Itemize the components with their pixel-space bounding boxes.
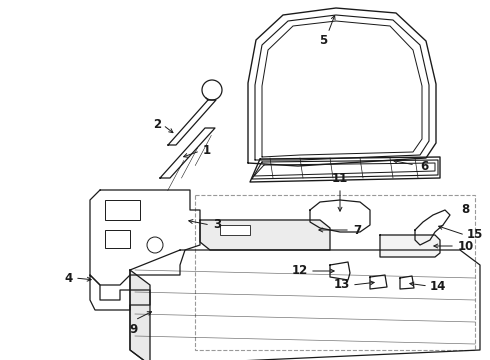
Text: 8: 8 xyxy=(461,203,469,216)
Text: 4: 4 xyxy=(65,271,73,284)
Bar xyxy=(105,200,140,220)
Text: 1: 1 xyxy=(203,144,211,157)
Text: 12: 12 xyxy=(292,265,308,278)
Text: 11: 11 xyxy=(332,172,348,185)
Text: 14: 14 xyxy=(430,279,446,292)
Text: 9: 9 xyxy=(129,323,137,336)
Text: 15: 15 xyxy=(467,229,483,242)
Text: 6: 6 xyxy=(420,159,428,172)
Text: 3: 3 xyxy=(213,219,221,231)
Bar xyxy=(105,230,130,248)
Text: 10: 10 xyxy=(458,239,474,252)
Text: 2: 2 xyxy=(153,118,161,131)
Text: 13: 13 xyxy=(334,279,350,292)
Text: 7: 7 xyxy=(353,224,361,237)
Polygon shape xyxy=(200,220,330,250)
Bar xyxy=(220,225,250,235)
Text: 5: 5 xyxy=(319,33,327,46)
Polygon shape xyxy=(380,235,440,257)
Polygon shape xyxy=(130,270,150,360)
